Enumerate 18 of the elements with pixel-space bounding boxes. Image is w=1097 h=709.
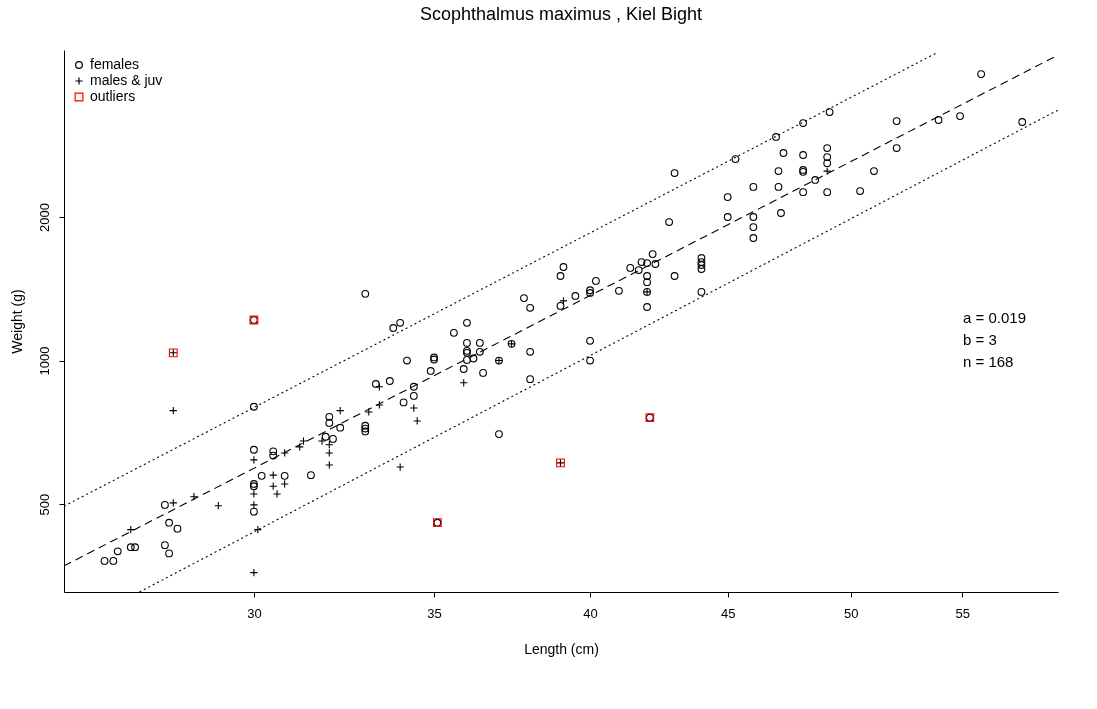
- x-tick-label: 55: [955, 605, 970, 621]
- y-axis-title: Weight (g): [8, 289, 25, 354]
- annotation: a = 0.019: [963, 309, 1026, 326]
- x-tick-label: 35: [427, 605, 442, 621]
- legend-label: males & juv: [90, 72, 163, 88]
- chart-title: Scophthalmus maximus , Kiel Bight: [419, 4, 703, 24]
- x-tick-label: 40: [583, 605, 598, 621]
- legend-label: females: [90, 56, 140, 72]
- y-tick-label: 2000: [36, 203, 52, 232]
- x-tick-label: 50: [844, 605, 859, 621]
- x-tick-label: 45: [720, 605, 736, 621]
- annotation: n = 168: [963, 353, 1014, 370]
- legend-label: outliers: [90, 88, 136, 104]
- y-tick-label: 1000: [36, 346, 52, 376]
- y-tick-label: 500: [36, 493, 52, 516]
- x-tick-label: 30: [247, 605, 262, 621]
- annotation: b = 3: [963, 331, 997, 348]
- x-axis-title: Length (cm): [524, 640, 599, 657]
